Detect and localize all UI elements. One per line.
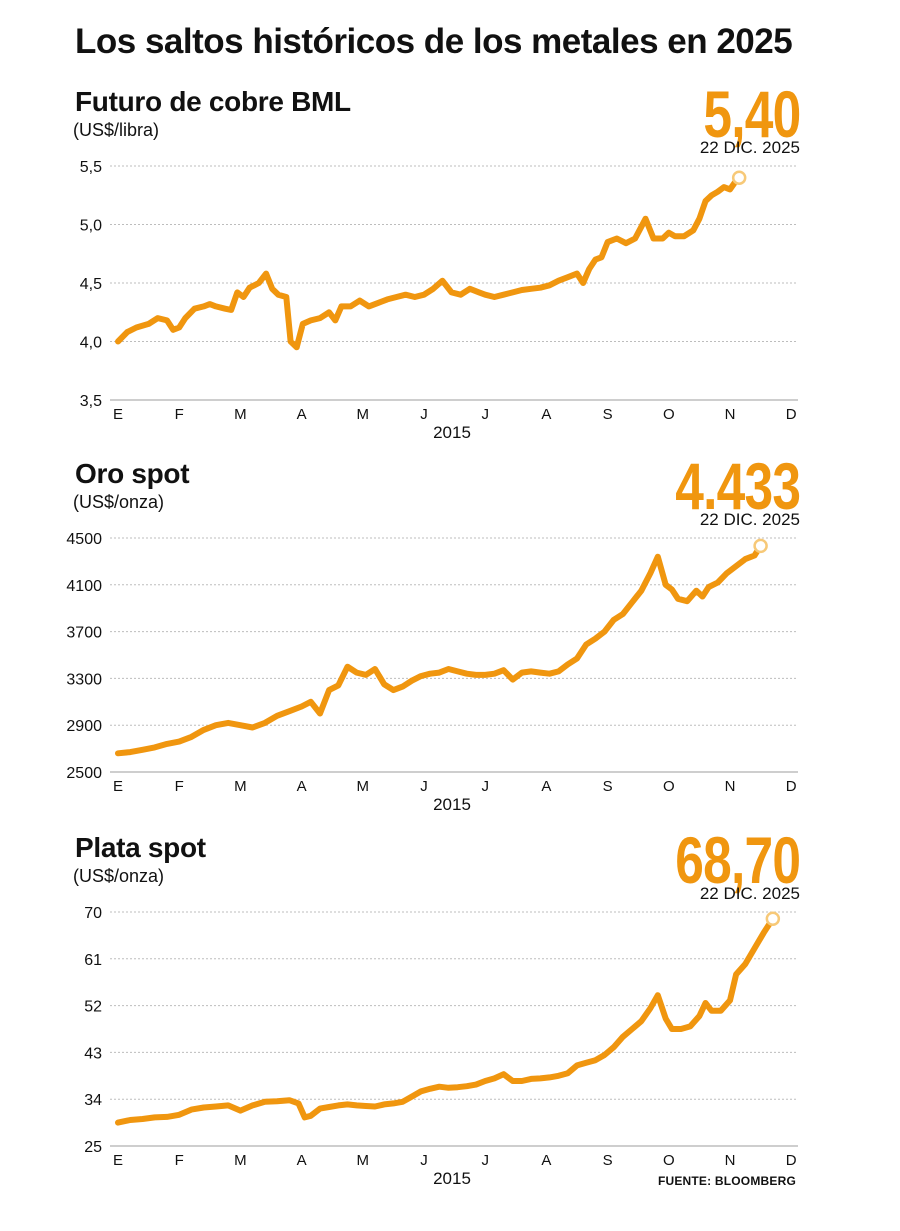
x-tick-label: S [603,406,613,423]
x-tick-label: S [603,778,613,795]
y-tick-label: 4,0 [80,335,102,352]
x-tick-label: M [234,406,247,423]
last-value-label: 4.433 [675,449,801,523]
y-tick-label: 5,5 [80,159,102,176]
y-tick-label: 52 [84,999,102,1016]
x-tick-label: M [357,778,370,795]
x-tick-label: J [481,406,489,423]
x-tick-label: N [725,778,736,795]
chart-panel-copper: Futuro de cobre BML (US$/libra) 5,40 22 … [0,77,900,446]
y-tick-label: 2900 [66,718,102,735]
x-tick-label: F [175,1152,184,1169]
y-tick-label: 5,0 [80,218,102,235]
chart-unit: (US$/libra) [73,120,160,140]
x-tick-label: J [420,1152,428,1169]
last-date-label: 22 DIC. 2025 [699,884,800,903]
x-tick-label: J [420,778,428,795]
series-line [115,174,743,351]
x-tick-label: E [113,778,123,795]
x-tick-label: M [357,406,370,423]
x-tick-label: A [541,406,551,423]
x-tick-label: A [297,406,307,423]
x-tick-label: D [786,1152,797,1169]
x-tick-label: F [175,778,184,795]
y-tick-label: 3700 [66,625,102,642]
x-tick-label: M [234,778,247,795]
chart-copper: 5,5 5,0 4,5 4,0 3,5 E F M A M J J A S O N D 2015 [80,159,798,442]
y-tick-label: 43 [84,1045,102,1062]
y-tick-label: 25 [84,1139,102,1156]
x-tick-label: O [663,406,675,423]
x-tick-label: A [297,778,307,795]
x-axis-label: 2015 [433,423,471,442]
x-tick-label: A [541,1152,551,1169]
source-note: FUENTE: BLOOMBERG [657,1174,796,1188]
y-tick-label: 4,5 [80,276,102,293]
x-tick-label: N [725,1152,736,1169]
y-tick-label: 61 [84,952,102,969]
y-tick-label: 3300 [66,671,102,688]
series-line [115,542,764,757]
x-tick-label: E [113,406,123,423]
y-tick-label: 70 [84,905,102,922]
x-axis-label: 2015 [433,1169,471,1188]
chart-silver: 70 61 52 43 34 25 E F M A M J J A S O N D 2015 [84,905,798,1188]
x-tick-label: A [541,778,551,795]
x-tick-label: N [725,406,736,423]
y-tick-label: 4500 [66,531,102,548]
x-tick-label: D [786,778,797,795]
x-tick-label: J [481,778,489,795]
y-tick-label: 2500 [66,765,102,782]
chart-unit: (US$/onza) [73,492,165,512]
x-tick-label: J [481,1152,489,1169]
y-tick-label: 34 [84,1092,102,1109]
x-tick-label: O [663,1152,675,1169]
x-tick-label: A [297,1152,307,1169]
x-tick-label: M [357,1152,370,1169]
x-tick-label: D [786,406,797,423]
x-tick-label: M [234,1152,247,1169]
chart-panel-silver: Plata spot (US$/onza) 68,70 22 DIC. 2025 [0,823,900,1192]
last-value-label: 5,40 [702,77,801,151]
chart-title: Oro spot [75,458,190,489]
chart-title: Futuro de cobre BML [75,86,351,117]
end-point-marker [753,538,768,554]
end-point-marker [731,170,747,185]
y-tick-label: 3,5 [80,393,102,410]
main-title: Los saltos históricos de los metales en … [75,22,793,61]
x-tick-label: S [603,1152,613,1169]
x-axis-label: 2015 [433,795,471,814]
series-line [115,915,776,1126]
chart-unit: (US$/onza) [73,866,165,886]
x-tick-label: F [175,406,184,423]
x-tick-label: E [113,1152,123,1169]
x-tick-label: O [663,778,675,795]
chart-gold: 4500 4100 3700 3300 2900 2500 E F M A M J J A S O N D 2015 [66,531,798,814]
chart-panel-gold: Oro spot (US$/onza) 4.433 22 DIC. 2025 [0,449,900,818]
x-tick-label: J [420,406,428,423]
y-tick-label: 4100 [66,578,102,595]
last-date-label: 22 DIC. 2025 [699,510,800,529]
last-date-label: 22 DIC. 2025 [699,138,800,157]
chart-title: Plata spot [75,832,206,863]
end-point-marker [765,911,781,927]
last-value-label: 68,70 [675,823,801,897]
